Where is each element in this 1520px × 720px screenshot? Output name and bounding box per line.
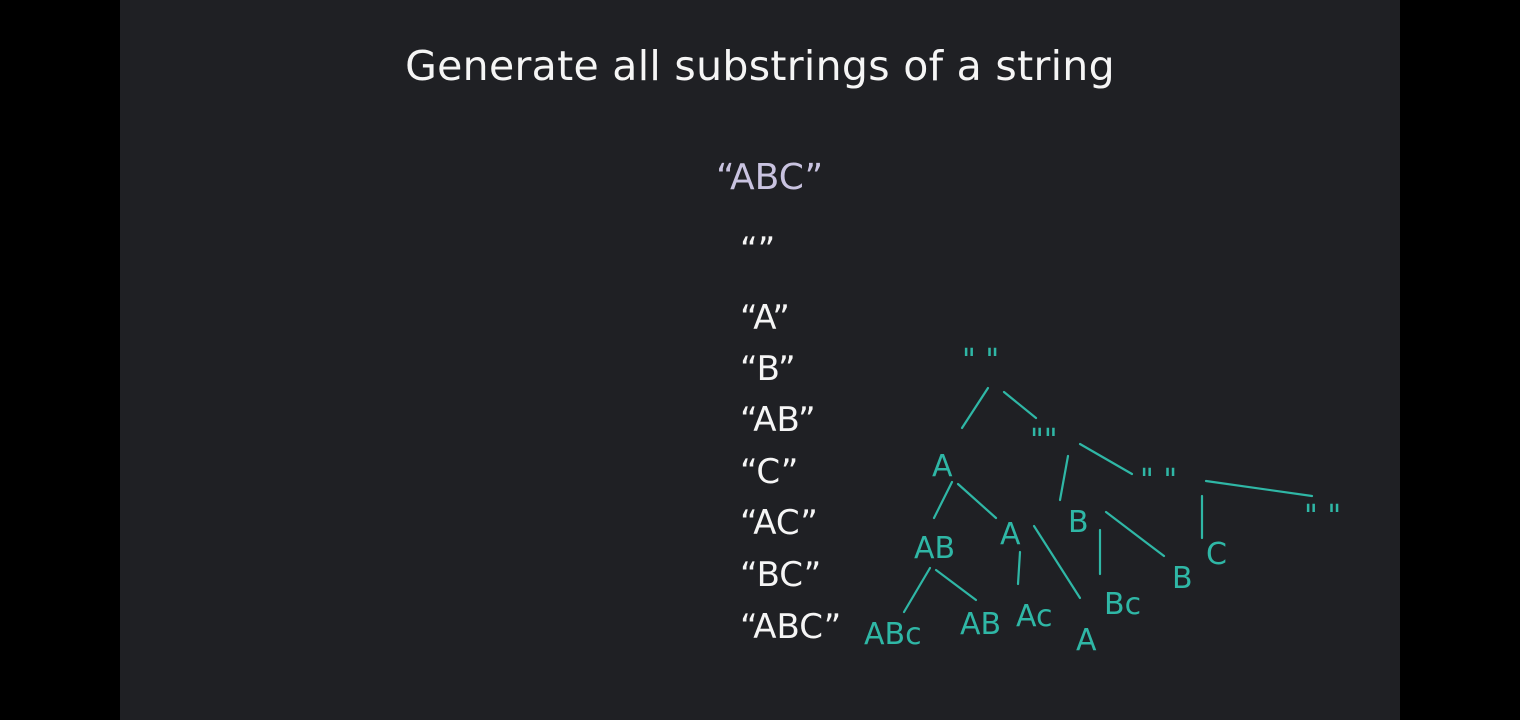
tree-edge bbox=[1204, 479, 1314, 498]
tree-node-a: A bbox=[932, 449, 953, 484]
tree-edge bbox=[1002, 390, 1038, 420]
substring-empty: “” bbox=[740, 230, 776, 270]
tree-node-empty: " " bbox=[1140, 463, 1177, 498]
slide: Generate all substrings of a string “ABC… bbox=[120, 0, 1400, 720]
tree-edge bbox=[1032, 524, 1082, 600]
substring-ac: “AC” bbox=[740, 503, 818, 543]
tree-edge bbox=[1016, 550, 1022, 586]
tree-node-bc: Bc bbox=[1104, 587, 1141, 622]
substring-a: “A” bbox=[740, 298, 790, 338]
slide-title: Generate all substrings of a string bbox=[405, 42, 1115, 90]
substring-bc: “BC” bbox=[740, 555, 822, 595]
tree-node-c: C bbox=[1206, 537, 1227, 572]
tree-node-ab: AB bbox=[960, 607, 1001, 642]
tree-edge bbox=[932, 480, 954, 520]
substring-abc: “ABC” bbox=[740, 607, 842, 647]
tree-node-ab: AB bbox=[914, 531, 955, 566]
tree-node-abc: ABc bbox=[864, 617, 922, 652]
tree-node-a: A bbox=[1000, 517, 1021, 552]
input-string: “ABC” bbox=[716, 157, 824, 198]
tree-node-root: " " bbox=[962, 343, 999, 378]
substring-ab: “AB” bbox=[740, 400, 816, 440]
tree-node-b: B bbox=[1172, 561, 1193, 596]
substring-c: “C” bbox=[740, 452, 799, 492]
tree-node-empty: " " bbox=[1304, 499, 1341, 534]
tree-node-a: A bbox=[1076, 623, 1097, 658]
tree-node-empty: "" bbox=[1030, 423, 1058, 458]
tree-edge bbox=[934, 568, 978, 602]
tree-edge bbox=[1104, 510, 1166, 558]
tree-edge bbox=[960, 386, 990, 430]
tree-node-b: B bbox=[1068, 505, 1089, 540]
tree-edge bbox=[1078, 442, 1134, 476]
tree-edge bbox=[956, 482, 998, 520]
substring-b: “B” bbox=[740, 349, 796, 389]
tree-edge bbox=[1058, 454, 1070, 502]
tree-node-ac: Ac bbox=[1016, 599, 1053, 634]
tree-edge bbox=[902, 566, 932, 614]
